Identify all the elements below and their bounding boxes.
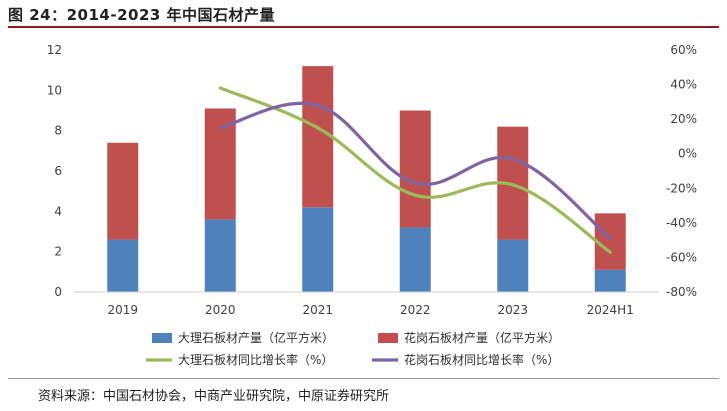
chart: 0 2 4 6 8 10 12 -80% -60% -40% -20% 0% 20% 40% 60% 20… — [47, 43, 697, 367]
bar-granite-2019 — [107, 142, 139, 240]
x-tick-label: 2023 — [497, 303, 528, 317]
x-axis-ticks: 2019 2020 2021 2022 2023 2024H1 — [107, 303, 633, 317]
y-right-tick-label: -40% — [666, 216, 697, 230]
line-granite-growth — [218, 101, 612, 241]
bar-marble-2022 — [399, 227, 431, 292]
bars-layer — [107, 66, 626, 292]
title-divider — [8, 26, 719, 28]
y-right-tick-label: 0% — [678, 147, 697, 161]
bar-marble-2024H1 — [594, 269, 626, 292]
x-tick-label: 2020 — [205, 303, 236, 317]
line-marble-growth — [218, 86, 612, 254]
x-tick-label: 2022 — [400, 303, 431, 317]
source-divider — [8, 378, 719, 379]
legend-label: 大理石板材产量（亿平方米） — [178, 330, 334, 345]
y-left-tick-label: 10 — [47, 83, 62, 97]
legend-swatch — [378, 333, 398, 343]
x-tick-label: 2019 — [107, 303, 138, 317]
legend: 大理石板材产量（亿平方米） 花岗石板材产量（亿平方米） 大理石板材同比增长率（%） 花… — [146, 330, 560, 367]
source-note: 资料来源：中国石材协会，中商产业研究院，中原证券研究所 — [38, 389, 390, 404]
lines-layer — [218, 86, 612, 254]
bar-marble-2023 — [497, 239, 529, 292]
x-tick-label: 2024H1 — [587, 303, 634, 317]
bar-granite-2024H1 — [594, 213, 626, 270]
x-tick-label: 2021 — [302, 303, 333, 317]
legend-label: 大理石板材同比增长率（%） — [178, 352, 333, 367]
y-right-tick-label: -60% — [666, 250, 697, 264]
bar-marble-2020 — [204, 219, 236, 292]
bar-marble-2019 — [107, 239, 139, 292]
legend-label: 花岗石板材同比增长率（%） — [404, 352, 559, 367]
y-left-tick-label: 4 — [54, 204, 62, 218]
y-right-tick-label: 20% — [670, 112, 697, 126]
y-right-tick-label: 60% — [670, 43, 697, 57]
y-right-tick-label: 40% — [670, 78, 697, 92]
y-right-tick-label: -20% — [666, 181, 697, 195]
legend-swatch — [152, 333, 172, 343]
y-left-tick-label: 8 — [54, 124, 62, 138]
bar-granite-2021 — [302, 66, 334, 208]
left-axis-ticks: 0 2 4 6 8 10 12 — [47, 43, 62, 299]
bar-granite-2022 — [399, 110, 431, 228]
chart-title: 图 24：2014-2023 年中国石材产量 — [8, 6, 276, 24]
bar-marble-2021 — [302, 207, 334, 292]
legend-label: 花岗石板材产量（亿平方米） — [404, 330, 560, 345]
y-left-tick-label: 2 — [54, 245, 62, 259]
y-left-tick-label: 6 — [54, 164, 62, 178]
y-left-tick-label: 0 — [54, 285, 62, 299]
y-right-tick-label: -80% — [666, 285, 697, 299]
right-axis-ticks: -80% -60% -40% -20% 0% 20% 40% 60% — [666, 43, 697, 299]
y-left-tick-label: 12 — [47, 43, 62, 57]
